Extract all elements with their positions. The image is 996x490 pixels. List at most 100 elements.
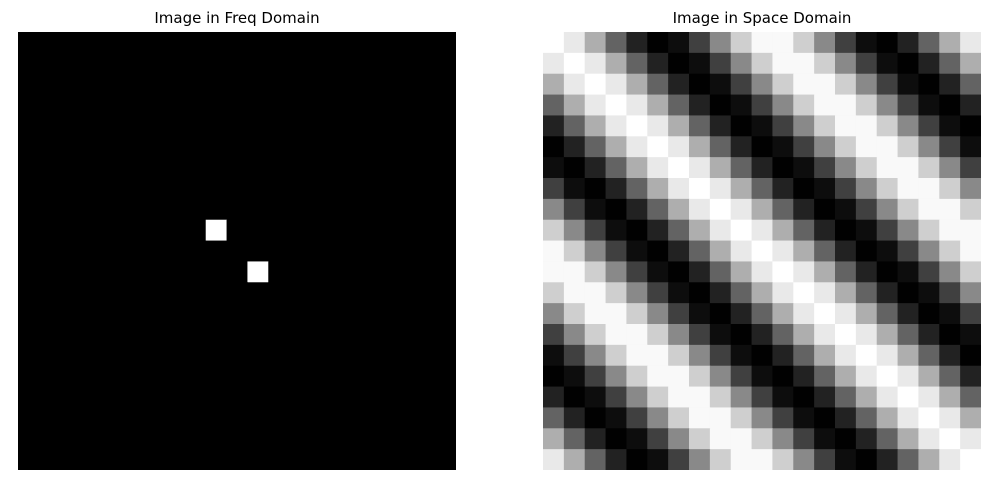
space-cell-4-9 xyxy=(730,115,753,137)
freq-cell-11-15 xyxy=(330,261,353,283)
freq-cell-0-3 xyxy=(80,32,102,54)
space-cell-7-5 xyxy=(647,178,669,200)
freq-cell-6-18 xyxy=(393,157,415,179)
space-cell-17-3 xyxy=(605,386,627,408)
freq-cell-10-9 xyxy=(205,240,228,262)
space-cell-6-12 xyxy=(793,157,815,179)
space-cell-7-0 xyxy=(543,178,565,200)
space-cell-9-1 xyxy=(563,219,586,242)
freq-cell-15-19 xyxy=(414,344,436,367)
space-cell-14-9 xyxy=(730,324,753,346)
freq-cell-3-17 xyxy=(372,94,394,116)
space-cell-10-8 xyxy=(709,240,732,262)
space-cell-6-2 xyxy=(584,157,607,179)
freq-cell-2-16 xyxy=(351,73,374,96)
space-cell-9-7 xyxy=(689,219,711,242)
space-cell-0-9 xyxy=(730,32,753,54)
space-cell-13-7 xyxy=(689,303,711,325)
freq-cell-0-6 xyxy=(143,32,165,54)
space-cell-8-6 xyxy=(668,198,690,221)
space-cell-13-19 xyxy=(939,303,961,325)
freq-cell-5-20 xyxy=(435,136,456,158)
space-cell-2-9 xyxy=(730,73,753,96)
freq-cell-12-0 xyxy=(18,282,40,304)
space-cell-20-10 xyxy=(751,449,773,470)
space-cell-12-12 xyxy=(793,282,815,304)
space-domain-heatmap xyxy=(543,32,981,470)
freq-cell-10-19 xyxy=(414,240,436,262)
space-cell-6-7 xyxy=(689,157,711,179)
freq-cell-2-5 xyxy=(122,73,144,96)
space-cell-5-19 xyxy=(939,136,961,158)
freq-cell-5-14 xyxy=(310,136,332,158)
space-cell-9-11 xyxy=(772,219,794,242)
space-cell-8-7 xyxy=(689,198,711,221)
space-cell-20-17 xyxy=(897,449,919,470)
space-cell-2-2 xyxy=(584,73,607,96)
space-cell-3-20 xyxy=(960,94,981,116)
freq-cell-9-16 xyxy=(351,219,374,242)
space-cell-12-13 xyxy=(814,282,836,304)
freq-cell-18-12 xyxy=(268,407,290,429)
freq-cell-1-11 xyxy=(247,52,269,75)
freq-cell-7-20 xyxy=(435,178,456,200)
space-cell-2-10 xyxy=(751,73,773,96)
space-cell-0-3 xyxy=(605,32,627,54)
freq-cell-1-1 xyxy=(38,52,61,75)
freq-cell-3-15 xyxy=(330,94,353,116)
freq-cell-8-15 xyxy=(330,198,353,221)
freq-cell-17-2 xyxy=(59,386,82,408)
freq-cell-20-8 xyxy=(184,449,207,470)
freq-cell-14-16 xyxy=(351,324,374,346)
space-cell-2-15 xyxy=(855,73,878,96)
freq-cell-5-0 xyxy=(18,136,40,158)
freq-cell-3-10 xyxy=(226,94,248,116)
freq-cell-6-13 xyxy=(289,157,311,179)
space-cell-1-11 xyxy=(772,52,794,75)
space-cell-1-12 xyxy=(793,52,815,75)
freq-cell-3-16 xyxy=(351,94,374,116)
freq-cell-8-14 xyxy=(310,198,332,221)
freq-cell-1-7 xyxy=(164,52,186,75)
space-cell-16-18 xyxy=(918,365,940,388)
freq-cell-0-20 xyxy=(435,32,456,54)
freq-cell-14-3 xyxy=(80,324,102,346)
space-domain-title: Image in Space Domain xyxy=(672,9,852,27)
freq-cell-4-20 xyxy=(435,115,456,137)
freq-cell-7-5 xyxy=(122,178,144,200)
space-cell-12-15 xyxy=(855,282,878,304)
space-cell-10-13 xyxy=(814,240,836,262)
freq-cell-8-20 xyxy=(435,198,456,221)
freq-cell-15-10 xyxy=(226,344,248,367)
space-cell-3-17 xyxy=(897,94,919,116)
freq-cell-15-13 xyxy=(289,344,311,367)
space-cell-15-20 xyxy=(960,344,981,367)
freq-cell-1-9 xyxy=(205,52,228,75)
freq-cell-5-8 xyxy=(184,136,207,158)
freq-cell-12-20 xyxy=(435,282,456,304)
freq-cell-4-10 xyxy=(226,115,248,137)
space-cell-19-7 xyxy=(689,428,711,450)
space-cell-15-0 xyxy=(543,344,565,367)
space-cell-0-13 xyxy=(814,32,836,54)
freq-cell-14-11 xyxy=(247,324,269,346)
freq-cell-1-17 xyxy=(372,52,394,75)
freq-cell-18-3 xyxy=(80,407,102,429)
freq-cell-17-14 xyxy=(310,386,332,408)
space-cell-10-3 xyxy=(605,240,627,262)
space-cell-13-16 xyxy=(876,303,899,325)
space-cell-10-18 xyxy=(918,240,940,262)
freq-cell-6-9 xyxy=(205,157,228,179)
freq-cell-1-19 xyxy=(414,52,436,75)
space-cell-3-3 xyxy=(605,94,627,116)
freq-cell-15-3 xyxy=(80,344,102,367)
space-cell-16-8 xyxy=(709,365,732,388)
freq-cell-8-19 xyxy=(414,198,436,221)
freq-cell-3-14 xyxy=(310,94,332,116)
freq-cell-16-18 xyxy=(393,365,415,388)
freq-cell-7-19 xyxy=(414,178,436,200)
freq-cell-9-4 xyxy=(101,219,123,242)
space-cell-14-6 xyxy=(668,324,690,346)
freq-cell-6-7 xyxy=(164,157,186,179)
space-cell-9-0 xyxy=(543,219,565,242)
